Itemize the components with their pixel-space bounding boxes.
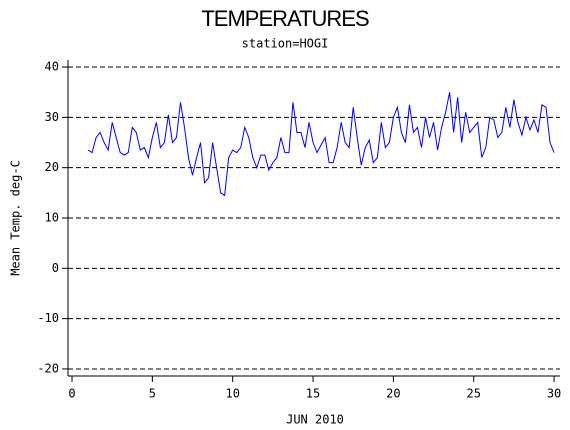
y-tick-label: 40 — [45, 60, 59, 74]
x-tick-label: 30 — [547, 387, 561, 401]
x-tick-label: 10 — [225, 387, 239, 401]
y-axis-label: Mean Temp. deg-C — [9, 160, 23, 276]
y-tick-label: -10 — [37, 311, 59, 325]
y-tick-label: 30 — [45, 110, 59, 124]
x-tick-label: 25 — [466, 387, 480, 401]
data-line — [87, 92, 555, 197]
chart-subtitle: station=HOGI — [242, 37, 329, 51]
x-tick-label: 0 — [68, 387, 75, 401]
y-tick-label: 0 — [52, 261, 59, 275]
y-tick-label: 20 — [45, 160, 59, 174]
x-tick-label: 15 — [306, 387, 320, 401]
x-axis-label: JUN 2010 — [286, 413, 344, 427]
y-tick-label: 10 — [45, 211, 59, 225]
y-tick-label: -20 — [37, 361, 59, 375]
chart-title: TEMPERATURES — [201, 6, 369, 31]
x-tick-label: 20 — [386, 387, 400, 401]
x-tick-label: 5 — [149, 387, 156, 401]
